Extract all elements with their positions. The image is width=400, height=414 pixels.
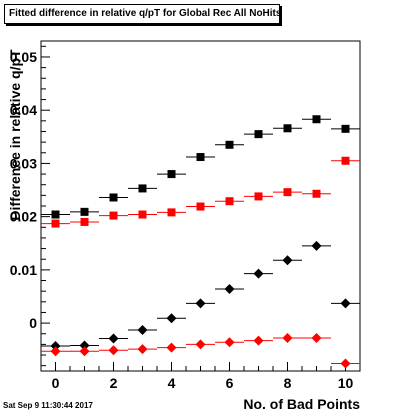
data-point-square xyxy=(225,197,234,206)
data-point-square xyxy=(312,115,321,124)
data-point-diamond xyxy=(166,342,177,353)
data-point-square xyxy=(283,188,292,197)
data-point-square xyxy=(80,207,89,216)
x-tick-label: 2 xyxy=(110,375,118,391)
y-tick-label: 0.03 xyxy=(10,155,37,171)
data-point-diamond xyxy=(108,345,119,356)
x-tick-label: 4 xyxy=(168,375,176,391)
data-point-diamond xyxy=(195,339,206,350)
y-tick-label: 0.01 xyxy=(10,262,37,278)
chart-title-box: Fitted difference in relative q/pT for G… xyxy=(4,4,282,24)
data-point-diamond xyxy=(166,313,177,324)
x-axis-label: No. of Bad Points xyxy=(243,396,360,412)
x-tick-label: 6 xyxy=(226,375,234,391)
data-point-square xyxy=(51,210,60,219)
data-point-diamond xyxy=(311,240,322,251)
data-point-square xyxy=(51,219,60,228)
data-point-square xyxy=(109,193,118,202)
data-point-square xyxy=(341,156,350,165)
data-point-square xyxy=(283,124,292,133)
x-tick-label: 10 xyxy=(338,375,354,391)
data-point-diamond xyxy=(340,358,351,369)
data-point-square xyxy=(109,211,118,220)
data-point-square xyxy=(196,153,205,162)
data-point-square xyxy=(341,124,350,133)
data-point-square xyxy=(167,170,176,179)
data-point-diamond xyxy=(79,346,90,357)
data-point-diamond xyxy=(282,255,293,266)
y-axis-label: Difference in relative q/pT xyxy=(7,49,23,221)
data-point-square xyxy=(254,192,263,201)
y-tick-label: 0.02 xyxy=(10,209,37,225)
data-point-diamond xyxy=(224,337,235,348)
x-tick-label: 0 xyxy=(52,375,60,391)
data-point-diamond xyxy=(253,335,264,346)
data-point-diamond xyxy=(50,346,61,357)
data-point-diamond xyxy=(224,284,235,295)
y-tick-label: 0.05 xyxy=(10,49,37,65)
data-point-square xyxy=(167,208,176,217)
data-point-diamond xyxy=(282,333,293,343)
data-point-square xyxy=(225,140,234,149)
timestamp: Sat Sep 9 11:30:44 2017 xyxy=(3,401,93,410)
data-point-square xyxy=(138,184,147,193)
data-point-square xyxy=(80,217,89,226)
y-tick-label: 0 xyxy=(29,315,37,331)
data-point-diamond xyxy=(50,340,61,351)
data-point-diamond xyxy=(79,340,90,351)
data-point-diamond xyxy=(340,298,351,309)
data-point-diamond xyxy=(253,268,264,279)
data-point-diamond xyxy=(108,333,119,344)
data-point-diamond xyxy=(311,333,322,343)
data-point-diamond xyxy=(137,325,148,336)
x-tick-label: 8 xyxy=(284,375,292,391)
data-point-square xyxy=(254,130,263,139)
data-point-square xyxy=(196,202,205,211)
y-tick-label: 0.04 xyxy=(10,102,37,118)
data-point-square xyxy=(312,189,321,198)
data-point-diamond xyxy=(137,344,148,355)
chart-title: Fitted difference in relative q/pT for G… xyxy=(9,8,282,19)
data-point-square xyxy=(138,210,147,219)
data-point-diamond xyxy=(195,298,206,309)
